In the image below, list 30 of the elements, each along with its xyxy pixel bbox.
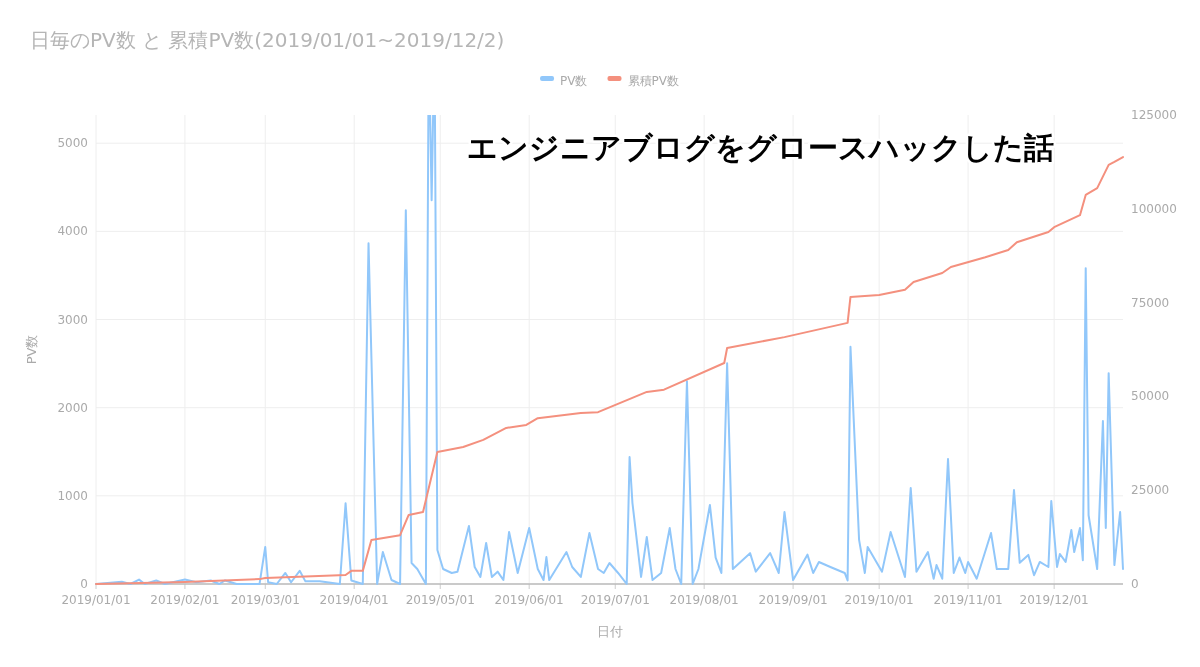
y2-tick-label: 0 xyxy=(1131,577,1139,591)
annotation: エンジニアブログをグロースハックした話 xyxy=(466,130,1054,165)
x-tick-label: 2019/09/01 xyxy=(758,593,828,607)
x-tick-label: 2019/03/01 xyxy=(230,593,300,607)
x-tick-label: 2019/08/01 xyxy=(669,593,739,607)
x-tick-label: 2019/07/01 xyxy=(580,593,650,607)
x-tick-label: 2019/12/01 xyxy=(1019,593,1089,607)
x-axis-title: 日付 xyxy=(596,624,623,639)
x-tick-label: 2019/06/01 xyxy=(494,593,564,607)
chart-title: 日毎のPV数 と 累積PV数(2019/01/01~2019/12/2) xyxy=(30,28,505,52)
y-tick-label: 5000 xyxy=(57,136,88,151)
y-tick-label: 3000 xyxy=(57,312,88,327)
y-tick-label: 0 xyxy=(80,577,88,591)
y2-tick-label: 125000 xyxy=(1131,108,1177,122)
x-tick-label: 2019/11/01 xyxy=(933,593,1003,607)
x-tick-label: 2019/04/01 xyxy=(319,593,389,607)
y2-tick-label: 75000 xyxy=(1131,295,1170,310)
y2-tick-label: 50000 xyxy=(1131,389,1170,404)
legend-label: 累積PV数 xyxy=(627,73,679,88)
y2-tick-label: 25000 xyxy=(1131,483,1170,498)
legend-label: PV数 xyxy=(560,73,588,88)
x-tick-label: 2019/02/01 xyxy=(150,593,220,607)
y-tick-label: 4000 xyxy=(57,224,88,239)
x-tick-label: 2019/05/01 xyxy=(405,593,475,607)
y-tick-label: 1000 xyxy=(57,488,88,503)
y2-tick-label: 100000 xyxy=(1131,201,1177,216)
y-axis-title: PV数 xyxy=(24,334,39,365)
x-tick-label: 2019/01/01 xyxy=(61,593,131,607)
y-tick-label: 2000 xyxy=(57,400,88,415)
x-tick-label: 2019/10/01 xyxy=(844,593,914,607)
